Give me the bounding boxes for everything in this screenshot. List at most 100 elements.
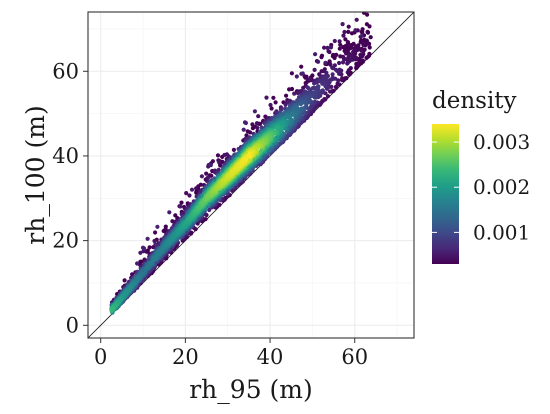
data-point-176 <box>215 153 221 158</box>
data-point-196 <box>346 48 351 53</box>
data-point-395 <box>340 22 345 27</box>
data-point-289 <box>340 76 345 81</box>
data-point-349 <box>354 17 359 22</box>
x-axis-title: rh_95 (m) <box>189 375 313 404</box>
data-point-249 <box>343 51 349 56</box>
data-point-435 <box>167 210 172 215</box>
data-point-311 <box>350 54 355 59</box>
data-point-360 <box>216 159 222 164</box>
data-point-436 <box>299 88 304 94</box>
y-tick-label-2: 40 <box>52 144 79 168</box>
data-point-2 <box>338 42 343 47</box>
data-point-491 <box>335 68 340 73</box>
data-point-474 <box>283 102 288 107</box>
data-point-343 <box>307 77 313 82</box>
data-point-220 <box>153 230 158 235</box>
data-point-7 <box>367 45 372 50</box>
x-tick-label-0: 0 <box>94 345 107 369</box>
data-point-502 <box>208 163 213 168</box>
data-point-454 <box>294 74 299 79</box>
plot-panel-border <box>87 11 415 339</box>
data-point-96 <box>247 130 253 135</box>
x-tick-label-3: 60 <box>341 345 368 369</box>
data-point-378 <box>337 60 342 66</box>
data-point-122 <box>139 259 144 264</box>
data-point-381 <box>264 95 269 100</box>
data-point-524 <box>140 245 146 250</box>
data-point-419 <box>332 38 337 44</box>
x-tick-label-1: 20 <box>172 345 199 369</box>
data-point-198 <box>271 95 276 100</box>
data-point-411 <box>199 174 204 179</box>
legend-label-1: 0.002 <box>473 175 530 199</box>
data-point-254 <box>325 94 331 99</box>
data-point-190 <box>354 61 359 67</box>
data-point-3289 <box>246 153 251 158</box>
data-point-334 <box>342 29 347 35</box>
data-point-272 <box>346 68 351 73</box>
data-point-1151 <box>299 101 304 106</box>
data-point-64 <box>345 40 350 45</box>
data-point-500 <box>252 109 257 114</box>
data-point-120 <box>194 190 199 195</box>
data-point-299 <box>194 186 199 191</box>
scatter-points <box>109 5 373 315</box>
data-point-227 <box>346 24 351 29</box>
data-point-240 <box>170 219 175 224</box>
data-point-442 <box>292 91 297 96</box>
y-tick-label-3: 60 <box>52 59 79 83</box>
data-point-327 <box>328 89 333 94</box>
data-point-183 <box>289 71 294 76</box>
data-point-680 <box>320 81 325 86</box>
data-point-413 <box>138 250 143 255</box>
data-point-347 <box>268 102 273 108</box>
data-point-69 <box>303 75 308 80</box>
data-point-407 <box>328 45 334 50</box>
data-point-2137 <box>122 292 127 297</box>
data-point-123 <box>368 35 373 40</box>
data-point-416 <box>316 59 321 64</box>
data-point-236 <box>358 52 363 57</box>
data-point-223 <box>361 42 366 48</box>
data-point-655 <box>320 88 325 93</box>
data-point-546 <box>330 72 335 77</box>
data-point-55 <box>299 64 304 69</box>
data-point-510 <box>300 71 305 76</box>
data-point-38 <box>346 29 351 34</box>
y-axis-title: rh_100 (m) <box>21 105 50 244</box>
data-point-97 <box>354 66 359 71</box>
data-point-303 <box>337 39 342 44</box>
data-point-156 <box>163 224 168 229</box>
data-point-298 <box>254 121 260 126</box>
legend-ticks: 0.001 0.002 0.003 <box>432 130 530 244</box>
data-point-271 <box>328 62 333 67</box>
y-axis-ticks: 0 20 40 60 <box>52 59 88 337</box>
data-point-472 <box>135 261 140 266</box>
data-point-288 <box>335 81 340 86</box>
data-point-191 <box>360 29 365 34</box>
data-point-453 <box>178 204 183 209</box>
data-point-141 <box>330 54 335 59</box>
data-point-387 <box>312 67 317 72</box>
data-point-58 <box>269 106 274 111</box>
data-point-528 <box>155 224 160 229</box>
data-point-140 <box>360 58 365 63</box>
data-point-89 <box>369 5 373 9</box>
data-point-144 <box>337 46 342 51</box>
data-point-693 <box>309 104 314 109</box>
data-point-393 <box>340 60 346 65</box>
data-point-117 <box>343 37 348 42</box>
data-point-52 <box>273 100 278 105</box>
data-point-124 <box>341 45 346 50</box>
data-point-74 <box>367 24 372 29</box>
data-point-518 <box>145 236 150 241</box>
data-point-321 <box>322 45 327 50</box>
data-point-404 <box>353 28 358 33</box>
data-point-422 <box>313 52 318 57</box>
data-point-322 <box>326 49 331 54</box>
data-point-247 <box>359 48 364 53</box>
data-point-383 <box>222 152 227 158</box>
legend-colorbar <box>432 124 459 264</box>
data-point-375 <box>345 61 350 66</box>
